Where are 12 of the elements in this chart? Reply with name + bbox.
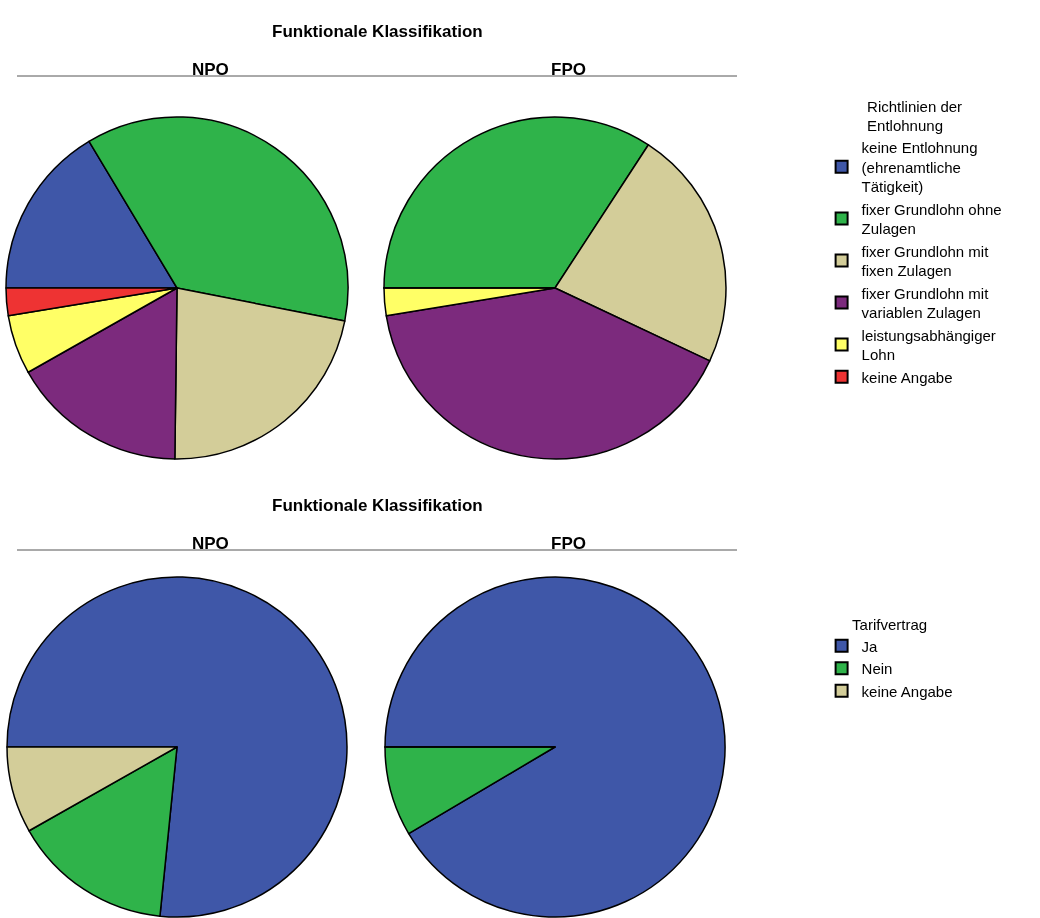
chart-title: Funktionale Klassifikation bbox=[272, 22, 483, 41]
legend-title: Tarifvertrag bbox=[852, 615, 928, 633]
slice-label: FPO bbox=[551, 60, 586, 79]
slice-label: NPO bbox=[192, 534, 229, 553]
slice-label: NPO bbox=[192, 60, 229, 79]
legend-label: keine Entlohnung (ehrenamtliche Tätigkeit) bbox=[861, 139, 978, 196]
legend-label: keine Angabe bbox=[861, 368, 953, 386]
legend-label: Ja bbox=[861, 637, 879, 655]
slice-label: FPO bbox=[551, 534, 586, 553]
legend-label: keine Angabe bbox=[861, 682, 953, 700]
chart-title: Funktionale Klassifikation bbox=[272, 496, 483, 515]
legend-label: Nein bbox=[861, 660, 893, 678]
